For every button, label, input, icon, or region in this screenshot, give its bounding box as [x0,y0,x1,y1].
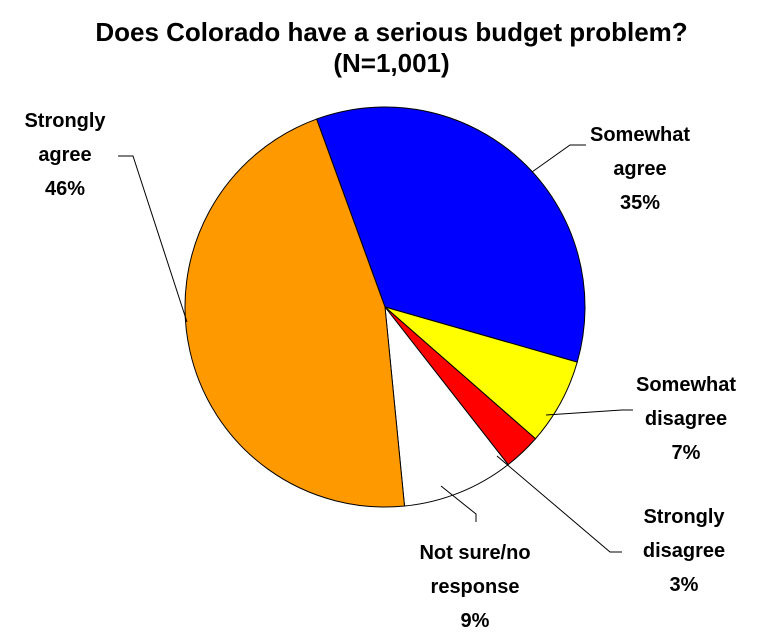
slice-percent: 46% [44,178,86,200]
slice-label-line: disagree [642,540,726,562]
slice-percent: 7% [671,442,701,464]
pie-slice-somewhat-agree [315,106,586,363]
chart-title: Does Colorado have a serious budget prob… [95,17,688,47]
slice-label-line: Strongly [643,506,725,528]
slice-label-somewhat-agree: Somewhat agree 35% [540,118,740,220]
leader-line-strongly-agree [118,155,188,323]
leader-line-not-sure-no-response [440,485,477,522]
leader-line-somewhat-disagree [545,409,633,416]
slice-label-line: Somewhat [635,374,737,396]
leader-line-somewhat-agree [531,144,586,173]
slice-label-line: disagree [644,408,728,430]
slice-label-somewhat-disagree: Somewhat disagree 7% [586,368,783,470]
slice-percent: 35% [619,192,661,214]
slice-percent: 9% [460,610,490,632]
slice-label-strongly-agree: Strongly agree 46% [0,104,165,206]
pie-slice-not-sure-no-response [384,305,509,507]
slice-label-line: Strongly [24,110,106,132]
slice-percent: 3% [669,574,699,596]
chart-subtitle: (N=1,001) [333,48,450,78]
slice-label-line: Not sure/no [419,542,531,564]
slice-label-not-sure-no-response: Not sure/no response 9% [375,536,575,638]
slice-label-line: agree [613,158,667,180]
slice-label-line: agree [38,144,92,166]
leader-line-strongly-disagree [496,455,622,553]
slice-label-line: Somewhat [589,124,691,146]
slice-label-strongly-disagree: Strongly disagree 3% [584,500,783,602]
slice-label-line: response [430,576,520,598]
pie-slice-strongly-agree [184,118,406,508]
